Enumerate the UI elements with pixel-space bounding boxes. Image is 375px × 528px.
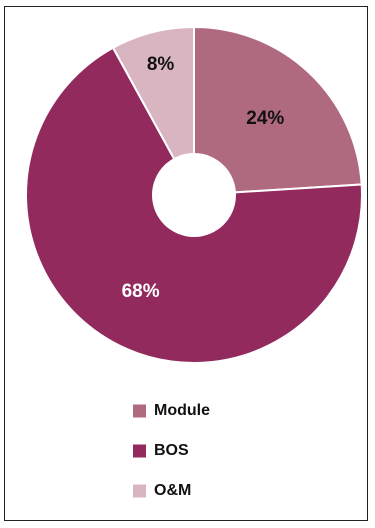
chart-frame: 24% 68% 8% Module BOS O&M xyxy=(4,6,368,521)
slice-labels-group: 24% 68% 8% xyxy=(122,54,285,302)
slice-module xyxy=(193,25,363,197)
donut-hole xyxy=(152,153,236,237)
legend-swatch-module xyxy=(133,404,146,418)
legend-label-o-m: O&M xyxy=(154,482,191,499)
donut-chart: 24% 68% 8% Module BOS O&M xyxy=(25,25,363,499)
legend-swatch-o-m xyxy=(133,484,146,498)
slice-o-m xyxy=(111,25,195,196)
legend: Module BOS O&M xyxy=(133,402,210,499)
slice-label-o-m: 8% xyxy=(147,54,175,75)
legend-swatch-bos xyxy=(133,444,146,458)
slice-label-module: 24% xyxy=(246,108,284,129)
legend-label-module: Module xyxy=(154,402,210,419)
slices-group xyxy=(25,25,363,364)
legend-label-bos: BOS xyxy=(154,442,189,459)
slice-label-bos: 68% xyxy=(122,281,160,302)
